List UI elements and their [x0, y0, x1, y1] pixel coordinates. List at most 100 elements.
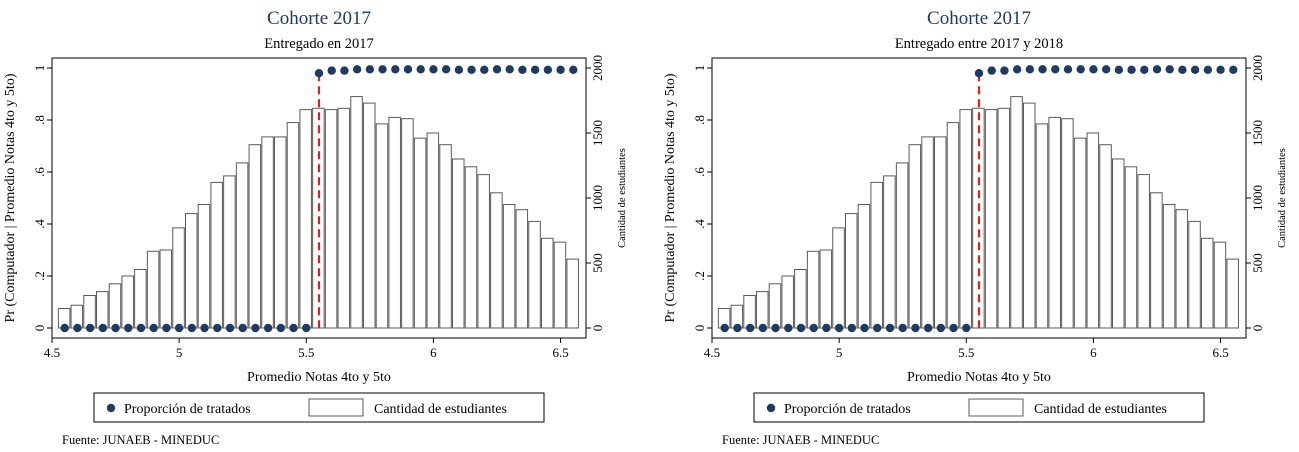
treated-proportion-dot [1000, 66, 1009, 75]
y-tick-label: .6 [692, 167, 707, 177]
source-note: Fuente: JUNAEB - MINEDUC [62, 433, 219, 447]
histogram-bar [490, 192, 503, 329]
histogram-bar [324, 109, 338, 329]
histogram-bar [1023, 102, 1036, 329]
chart-subtitle: Entregado entre 2017 y 2018 [895, 36, 1063, 52]
treated-proportion-dot [987, 66, 996, 75]
histogram-bar [921, 136, 934, 329]
y2-tick-label: 500 [590, 253, 605, 273]
treated-proportion-dot [225, 323, 235, 333]
histogram-bar [261, 136, 274, 329]
histogram-bar [1099, 144, 1112, 329]
treated-proportion-dot [505, 65, 514, 74]
histogram-bar [768, 283, 782, 329]
chart-title: Cohorte 2017 [267, 8, 371, 29]
histogram-bar [439, 144, 452, 329]
treated-proportion-dot [530, 65, 540, 75]
histogram-bar [223, 175, 236, 329]
treated-proportion-dot [834, 323, 844, 333]
histogram-bar [566, 258, 579, 329]
x-tick-label: 4.5 [704, 345, 720, 360]
treated-proportion-dot [200, 323, 209, 333]
treated-proportion-dot [543, 65, 553, 75]
x-tick-label: 6.5 [552, 345, 568, 360]
y-tick-label: 1 [32, 65, 47, 72]
treated-proportion-dot [162, 323, 171, 333]
treated-proportion-dot [492, 65, 502, 74]
histogram-bar [832, 227, 845, 329]
treated-proportion-dot [429, 65, 438, 74]
histogram-bar [401, 118, 414, 329]
treated-proportion-dot [403, 65, 413, 74]
treated-proportion-dot [720, 323, 729, 333]
x-tick-label: 6.5 [1212, 345, 1228, 360]
y-tick-label: .2 [692, 271, 707, 281]
legend-bar-icon [968, 398, 1024, 417]
y-tick-label: .4 [32, 219, 47, 229]
x-axis-label: Promedio Notas 4to y 5to [907, 370, 1051, 385]
legend-label-dots: Proporción de tratados [784, 402, 911, 417]
histogram-bar [108, 283, 122, 329]
treated-proportion-dot [454, 65, 464, 75]
y-axis-label: Pr (Computador | Promedio Notas 4to y 5t… [663, 73, 678, 322]
y2-axis-label: Cantidad de estudiantes [1277, 148, 1288, 248]
treated-proportion-dot [416, 65, 425, 74]
treated-proportion-dot [467, 65, 476, 75]
histogram-bar [1201, 237, 1214, 329]
y-axis-label: Pr (Computador | Promedio Notas 4to y 5t… [3, 73, 18, 322]
histogram-bar [248, 144, 262, 329]
legend-bar-icon [308, 398, 364, 417]
histogram-bar [96, 291, 109, 329]
treated-proportion-dot [556, 65, 565, 75]
treated-proportion-dot [441, 65, 451, 74]
x-tick-label: 5.5 [958, 345, 974, 360]
histogram-bar [756, 291, 769, 329]
histogram-bar [274, 136, 287, 329]
treated-proportion-dot [238, 323, 247, 333]
x-tick-label: 4.5 [44, 345, 60, 360]
histogram-bar [515, 209, 529, 329]
histogram-bar [1086, 132, 1100, 329]
treated-proportion-dot [885, 323, 895, 333]
treated-proportion-dot [124, 323, 133, 333]
chart-panel-left: Cohorte 2017 Entregado en 2017 0.2.4.6.8 1 0… [0, 0, 630, 452]
chart-svg-right: Cohorte 2017 Entregado entre 2017 y 2018 0… [663, 8, 1288, 447]
histogram-bar [502, 204, 516, 329]
treated-proportion-dot [289, 323, 298, 333]
histogram-bar [1213, 241, 1227, 329]
treated-proportion-dot [73, 323, 82, 333]
treated-proportion-dot [276, 323, 286, 333]
treated-proportion-dot [174, 323, 184, 333]
treated-proportion-dot [1140, 65, 1149, 75]
histogram-bar [819, 249, 833, 329]
y2-axis-label: Cantidad de estudiantes [617, 148, 628, 248]
histogram-bar [553, 241, 567, 329]
histogram-bar [908, 144, 922, 329]
treated-proportion-dot [1025, 65, 1035, 74]
y-tick-label: .4 [692, 219, 707, 229]
treated-proportion-dot [771, 323, 780, 333]
histogram-bar [1048, 116, 1061, 329]
y2-tick-label: 2000 [1250, 55, 1265, 81]
treated-proportion-dot [149, 323, 158, 333]
treated-proportion-dot [378, 65, 387, 74]
histogram-bar [1226, 258, 1239, 329]
histogram-bar [452, 158, 465, 329]
y2-tick-label: 1000 [1250, 185, 1265, 211]
histogram-bar [528, 220, 541, 329]
histogram-bar [159, 249, 173, 329]
treated-proportion-dot [98, 323, 108, 333]
legend-dot-icon [766, 403, 776, 413]
y2-tick-label: 1500 [1250, 120, 1265, 146]
treated-proportion-dot [822, 323, 831, 333]
histogram-bar [1010, 96, 1023, 329]
treated-proportion-dot [187, 323, 197, 333]
treated-proportion-dot [1127, 65, 1136, 75]
histogram-bar [1162, 204, 1176, 329]
treated-proportion-dot [784, 323, 793, 333]
histogram-bar [426, 132, 440, 329]
source-note: Fuente: JUNAEB - MINEDUC [722, 433, 879, 447]
treated-proportion-dot [1165, 65, 1174, 74]
treated-proportion-dot [1178, 65, 1187, 75]
treated-proportion-dot [1012, 65, 1022, 74]
